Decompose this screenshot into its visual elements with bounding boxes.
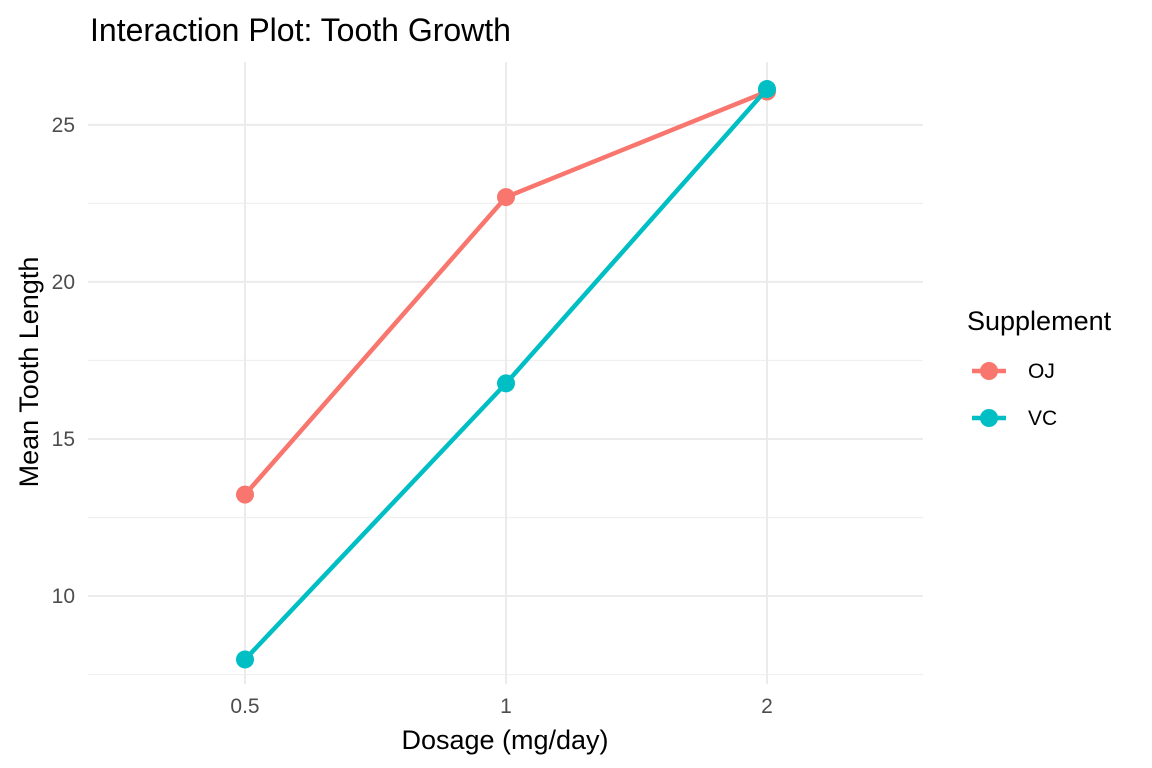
legend-item-vc: VC (972, 407, 1057, 430)
legend-label: VC (1028, 407, 1057, 430)
x-tick-label: 1 (500, 695, 512, 718)
y-axis-ticks: 10 15 20 25 (52, 114, 75, 608)
y-tick-label: 20 (52, 271, 75, 294)
y-tick-label: 25 (52, 114, 75, 137)
legend-item-oj: OJ (972, 360, 1055, 383)
y-tick-label: 10 (52, 585, 75, 608)
legend-key-point (980, 362, 998, 380)
data-point (236, 485, 254, 504)
data-point (497, 188, 515, 207)
series-layer (236, 80, 776, 669)
series-vc (236, 80, 776, 669)
y-tick-label: 15 (52, 428, 75, 451)
legend-title: Supplement (967, 306, 1112, 336)
x-tick-label: 2 (761, 695, 773, 718)
data-point (758, 80, 776, 99)
legend: Supplement OJ VC (967, 306, 1112, 430)
x-axis-ticks: 0.5 1 2 (230, 695, 772, 718)
legend-items: OJ VC (972, 360, 1057, 430)
data-point (236, 650, 254, 669)
legend-key-point (980, 409, 998, 427)
x-axis-title: Dosage (mg/day) (401, 725, 608, 755)
chart-title: Interaction Plot: Tooth Growth (90, 12, 511, 48)
grid-lines (88, 62, 923, 684)
y-axis-title: Mean Tooth Length (14, 257, 44, 488)
x-tick-label: 0.5 (230, 695, 259, 718)
legend-label: OJ (1028, 360, 1055, 383)
data-point (497, 374, 515, 393)
